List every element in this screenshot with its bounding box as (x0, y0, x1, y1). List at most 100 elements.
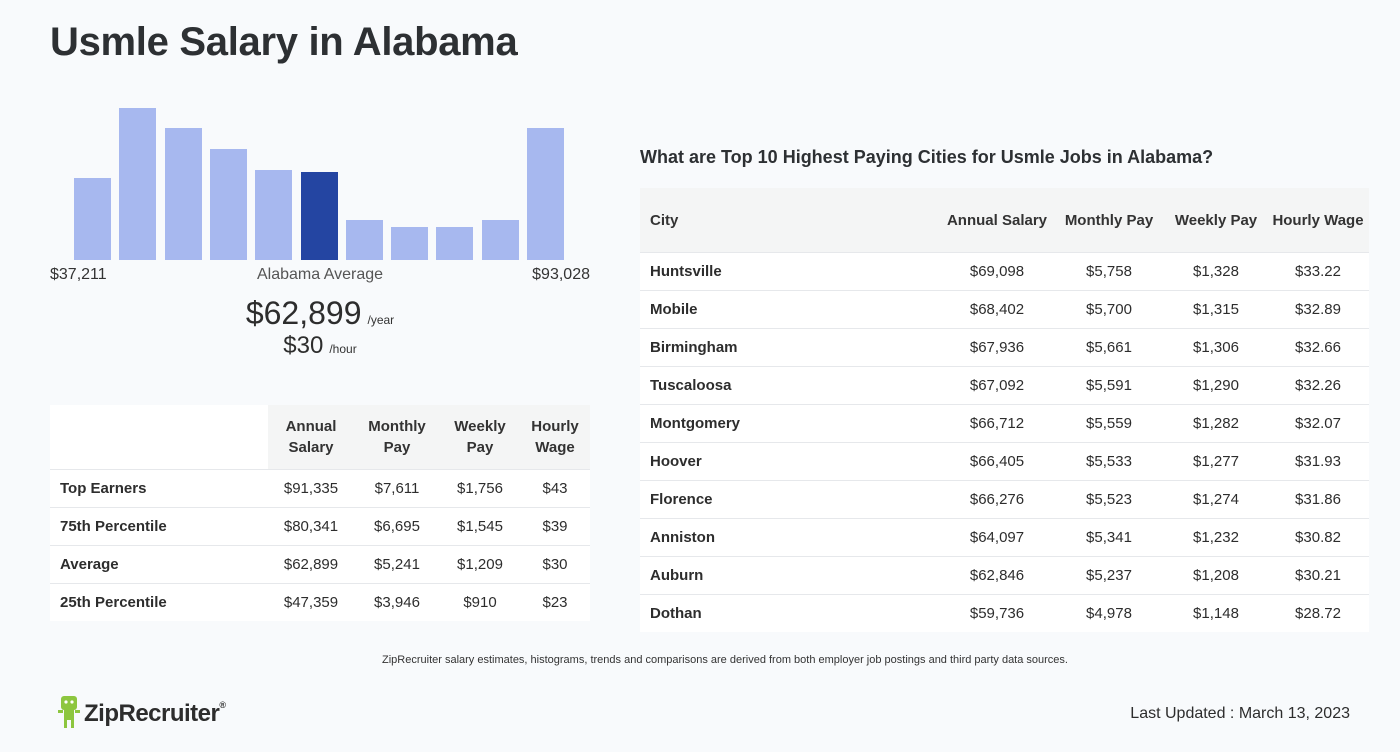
row-value: $5,591 (1053, 366, 1165, 405)
row-value: $47,359 (268, 583, 354, 621)
table-row: Average $62,899 $5,241 $1,209 $30 (50, 545, 590, 584)
row-value: $28.72 (1267, 594, 1369, 632)
row-label: 25th Percentile (50, 583, 268, 621)
percentile-table: Annual Salary Monthly Pay Weekly Pay Hou… (50, 405, 590, 621)
row-value: $64,097 (941, 518, 1053, 557)
table-row: Birmingham $67,936 $5,661 $1,306 $32.66 (640, 328, 1369, 367)
row-value: $5,341 (1053, 518, 1165, 557)
row-value: $66,712 (941, 404, 1053, 443)
row-value: $3,946 (354, 583, 440, 621)
histogram-average-label: Alabama Average (257, 266, 384, 283)
histogram-bar-average (300, 172, 338, 260)
histogram-bar (74, 178, 111, 260)
row-value: $1,209 (440, 545, 520, 584)
histogram-bar (209, 149, 247, 260)
row-value: $4,978 (1053, 594, 1165, 632)
table-row: Dothan $59,736 $4,978 $1,148 $28.72 (640, 594, 1369, 632)
row-value: $5,241 (354, 545, 440, 584)
row-label: Dothan (640, 594, 941, 632)
header-weekly-pay: Weekly Pay (1165, 188, 1267, 253)
row-value: $39 (520, 507, 590, 546)
histogram-max-label: $93,028 (532, 266, 590, 283)
histogram-bar (391, 227, 429, 260)
row-value: $1,282 (1165, 404, 1267, 443)
row-value: $33.22 (1267, 252, 1369, 291)
header-annual-salary: Annual Salary (268, 405, 354, 470)
row-value: $5,661 (1053, 328, 1165, 367)
row-value: $32.89 (1267, 290, 1369, 329)
row-label: Auburn (640, 556, 941, 595)
table-row: Mobile $68,402 $5,700 $1,315 $32.89 (640, 290, 1369, 329)
percentile-table-header: Annual Salary Monthly Pay Weekly Pay Hou… (50, 405, 590, 470)
histogram-bar (164, 128, 202, 260)
row-value: $1,290 (1165, 366, 1267, 405)
table-row: Huntsville $69,098 $5,758 $1,328 $33.22 (640, 252, 1369, 291)
histogram-bar (345, 220, 383, 260)
row-value: $1,756 (440, 469, 520, 508)
average-yearly: $62,899/year (0, 295, 640, 332)
row-value: $80,341 (268, 507, 354, 546)
row-value: $5,758 (1053, 252, 1165, 291)
row-value: $68,402 (941, 290, 1053, 329)
row-value: $67,936 (941, 328, 1053, 367)
row-value: $5,523 (1053, 480, 1165, 519)
row-value: $1,208 (1165, 556, 1267, 595)
row-value: $1,306 (1165, 328, 1267, 367)
row-value: $43 (520, 469, 590, 508)
histogram-bar (436, 227, 474, 260)
header-hourly-wage: Hourly Wage (520, 405, 590, 470)
row-value: $1,328 (1165, 252, 1267, 291)
row-label: 75th Percentile (50, 507, 268, 546)
row-value: $1,232 (1165, 518, 1267, 557)
table-row: 75th Percentile $80,341 $6,695 $1,545 $39 (50, 507, 590, 546)
average-hourly-unit: /hour (329, 342, 357, 356)
row-value: $5,700 (1053, 290, 1165, 329)
brand-registered-mark: ® (219, 699, 226, 710)
row-value: $6,695 (354, 507, 440, 546)
row-value: $30.82 (1267, 518, 1369, 557)
ziprecruiter-logo[interactable]: ZipRecruiter® (58, 694, 226, 733)
histogram-bar (255, 170, 293, 260)
cities-heading: What are Top 10 Highest Paying Cities fo… (640, 147, 1214, 167)
last-updated: Last Updated : March 13, 2023 (1130, 705, 1350, 722)
table-row: Florence $66,276 $5,523 $1,274 $31.86 (640, 480, 1369, 519)
row-value: $5,559 (1053, 404, 1165, 443)
cities-table-header: City Annual Salary Monthly Pay Weekly Pa… (640, 188, 1369, 253)
row-value: $7,611 (354, 469, 440, 508)
average-hourly: $30/hour (0, 332, 640, 360)
table-row: Tuscaloosa $67,092 $5,591 $1,290 $32.26 (640, 366, 1369, 405)
histogram-bar (527, 128, 564, 260)
histogram-min-label: $37,211 (50, 266, 107, 283)
row-value: $91,335 (268, 469, 354, 508)
row-label: Hoover (640, 442, 941, 481)
row-value: $32.07 (1267, 404, 1369, 443)
row-value: $1,148 (1165, 594, 1267, 632)
row-label: Florence (640, 480, 941, 519)
header-annual-salary: Annual Salary (941, 188, 1053, 253)
average-yearly-value: $62,899 (245, 295, 362, 331)
header-hourly-wage: Hourly Wage (1267, 188, 1369, 253)
row-value: $1,277 (1165, 442, 1267, 481)
histogram-bar (481, 220, 519, 260)
cities-table: City Annual Salary Monthly Pay Weekly Pa… (640, 188, 1369, 632)
header-city: City (640, 188, 941, 253)
footnote: ZipRecruiter salary estimates, histogram… (382, 654, 1068, 666)
header-monthly-pay: Monthly Pay (1053, 188, 1165, 253)
histogram-bar (119, 108, 157, 260)
row-value: $910 (440, 583, 520, 621)
row-value: $30.21 (1267, 556, 1369, 595)
table-row: Top Earners $91,335 $7,611 $1,756 $43 (50, 469, 590, 508)
row-label: Top Earners (50, 469, 268, 508)
row-label: Average (50, 545, 268, 584)
row-label: Mobile (640, 290, 941, 329)
row-value: $23 (520, 583, 590, 621)
row-value: $67,092 (941, 366, 1053, 405)
row-label: Tuscaloosa (640, 366, 941, 405)
header-monthly-pay: Monthly Pay (354, 405, 440, 470)
row-value: $66,276 (941, 480, 1053, 519)
table-row: 25th Percentile $47,359 $3,946 $910 $23 (50, 583, 590, 621)
row-value: $59,736 (941, 594, 1053, 632)
table-row: Hoover $66,405 $5,533 $1,277 $31.93 (640, 442, 1369, 481)
row-value: $1,274 (1165, 480, 1267, 519)
page-title: Usmle Salary in Alabama (50, 20, 518, 64)
